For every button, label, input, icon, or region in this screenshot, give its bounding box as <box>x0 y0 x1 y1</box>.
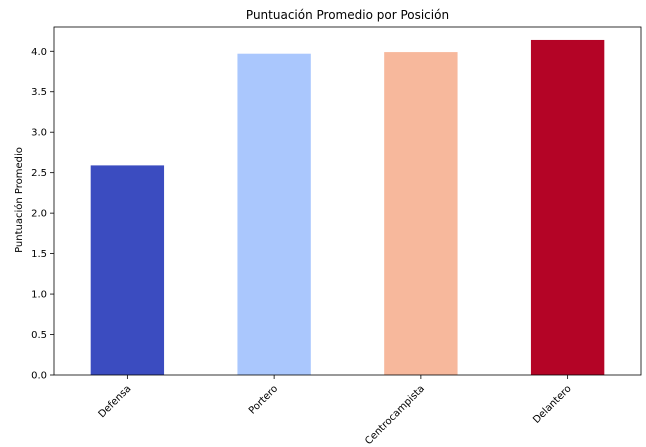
y-tick-label: 2.0 <box>31 209 47 220</box>
y-axis-label: Puntuación Promedio <box>13 147 25 253</box>
x-tick-label: Defensa <box>97 383 134 420</box>
x-axis-ticks: Defensa Portero Centrocampista Delantero <box>97 375 574 447</box>
chart-title: Puntuación Promedio por Posición <box>246 8 449 22</box>
bar-defensa <box>90 165 165 375</box>
bar-portero <box>237 53 311 376</box>
y-tick-label: 1.5 <box>31 249 47 260</box>
y-tick-label: 0.0 <box>31 371 47 382</box>
x-tick-label: Delantero <box>531 383 574 426</box>
bar-delantero <box>530 39 605 375</box>
y-tick-label: 2.5 <box>31 168 47 179</box>
x-tick-label: Centrocampista <box>363 383 427 447</box>
bar-centrocampista <box>384 52 458 375</box>
x-tick-label: Portero <box>247 383 280 416</box>
y-tick-label: 1.0 <box>31 290 47 301</box>
y-tick-label: 3.5 <box>31 87 47 98</box>
y-axis-ticks: 0.0 0.5 1.0 1.5 2.0 2.5 3.0 3.5 4.0 <box>31 47 54 382</box>
bars-group <box>90 39 605 376</box>
y-tick-label: 4.0 <box>31 47 47 58</box>
y-tick-label: 3.0 <box>31 128 47 139</box>
y-tick-label: 0.5 <box>31 330 47 341</box>
plot-area-frame <box>53 26 642 376</box>
